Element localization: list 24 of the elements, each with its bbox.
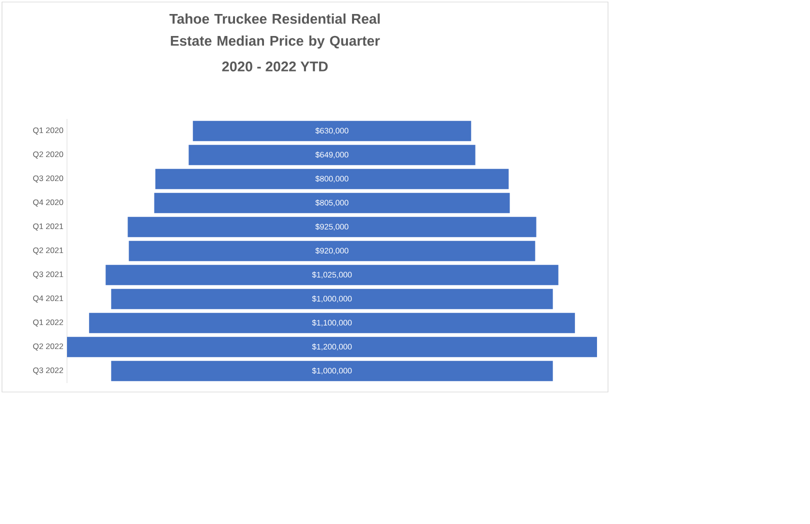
- data-label: $649,000: [315, 152, 348, 158]
- category-label: Q3 2022: [33, 367, 64, 375]
- category-label: Q2 2020: [33, 151, 64, 159]
- data-label: $1,000,000: [312, 368, 352, 374]
- data-label: $1,000,000: [312, 296, 352, 302]
- data-label: $805,000: [315, 200, 348, 206]
- category-label: Q2 2022: [33, 343, 64, 351]
- category-label: Q4 2021: [33, 295, 64, 303]
- category-label: Q1 2022: [33, 319, 64, 327]
- data-label: $1,200,000: [312, 344, 352, 350]
- data-label: $800,000: [315, 176, 348, 182]
- category-label: Q4 2020: [33, 199, 64, 207]
- text: Tahoe Truckee Residential Real Estate Median Price by Quarter: [169, 14, 380, 49]
- category-label: Q1 2020: [33, 127, 64, 135]
- data-label: $925,000: [315, 224, 348, 230]
- category-label: Q2 2021: [33, 247, 64, 255]
- category-label: Q3 2021: [33, 271, 64, 279]
- category-label: Q3 2020: [33, 175, 64, 183]
- data-label: $1,025,000: [312, 272, 352, 278]
- text: 2020 - 2022 YTD: [222, 62, 328, 72]
- category-label: Q1 2021: [33, 223, 64, 231]
- data-label: $1,100,000: [312, 320, 352, 326]
- data-label: $920,000: [315, 248, 348, 254]
- data-label: $630,000: [315, 128, 348, 134]
